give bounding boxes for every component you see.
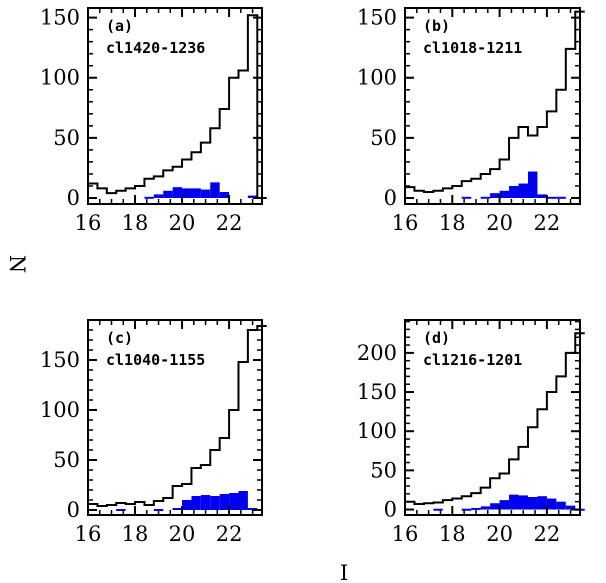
panel-c: 16 18 20 22 0 50 100 150 (c) cl1040-1155 bbox=[40, 319, 267, 546]
cluster-name: cl1040-1155 bbox=[106, 351, 205, 369]
cluster-name: cl1420-1236 bbox=[106, 39, 205, 57]
y-tick-label: 150 bbox=[40, 348, 80, 372]
selected-bar bbox=[499, 500, 510, 510]
y-tick-label: 0 bbox=[384, 186, 397, 210]
selected-bar bbox=[210, 496, 220, 510]
selected-bar bbox=[537, 194, 547, 198]
selected-bar bbox=[461, 508, 472, 511]
y-tick-label: 50 bbox=[370, 458, 397, 482]
selected-bar bbox=[518, 495, 528, 510]
x-tick-label: 18 bbox=[439, 211, 466, 235]
x-tick-label: 16 bbox=[392, 522, 419, 546]
x-tick-label: 16 bbox=[75, 211, 102, 235]
x-tick-label: 16 bbox=[75, 522, 102, 546]
x-tick-label: 18 bbox=[122, 522, 149, 546]
y-tick-label: 50 bbox=[53, 126, 80, 150]
x-tick-label: 20 bbox=[486, 211, 513, 235]
selected-bar bbox=[182, 188, 192, 198]
panel-tag: (b) bbox=[423, 17, 450, 35]
selected-bar bbox=[461, 196, 472, 199]
x-tick-label: 22 bbox=[216, 211, 243, 235]
selected-bar bbox=[219, 494, 230, 510]
selected-bar bbox=[471, 507, 481, 510]
y-tick-label: 100 bbox=[357, 419, 397, 443]
selected-bar bbox=[172, 187, 183, 198]
panel-b: 16 18 20 22 0 50 100 150 (b) cl1018-1211 bbox=[357, 6, 585, 235]
panel-tag: (d) bbox=[423, 329, 450, 347]
total-step-line bbox=[88, 14, 267, 199]
y-tick-label: 100 bbox=[357, 66, 397, 90]
selected-bar bbox=[518, 183, 528, 198]
selected-bar bbox=[210, 182, 220, 198]
y-tick-label: 100 bbox=[40, 398, 80, 422]
selected-bar bbox=[537, 496, 547, 510]
cluster-name: cl1216-1201 bbox=[423, 351, 522, 369]
y-tick-label: 150 bbox=[40, 6, 80, 30]
selected-bar bbox=[191, 188, 201, 198]
x-tick-label: 18 bbox=[439, 522, 466, 546]
selected-bar bbox=[200, 189, 211, 198]
total-step-line bbox=[88, 325, 267, 507]
x-tick-label: 18 bbox=[122, 211, 149, 235]
x-tick-label: 22 bbox=[534, 211, 561, 235]
y-tick-label: 150 bbox=[357, 6, 397, 30]
selected-bar bbox=[480, 196, 491, 199]
selected-bar bbox=[499, 190, 510, 198]
selected-bar bbox=[433, 508, 443, 511]
y-tick-label: 0 bbox=[384, 498, 397, 522]
selected-bar bbox=[509, 494, 519, 510]
selected-bar bbox=[490, 503, 500, 510]
panel-tag: (c) bbox=[106, 329, 133, 347]
selected-bar bbox=[546, 498, 557, 510]
selected-bar bbox=[182, 500, 192, 510]
selected-bar bbox=[527, 171, 538, 198]
y-tick-label: 200 bbox=[357, 341, 397, 365]
y-tick-label: 0 bbox=[67, 498, 80, 522]
selected-bar bbox=[229, 493, 239, 510]
selected-bar bbox=[153, 194, 164, 198]
selected-bar bbox=[172, 508, 183, 510]
selected-bar bbox=[200, 495, 211, 510]
x-tick-label: 16 bbox=[392, 211, 419, 235]
selected-bar bbox=[546, 196, 557, 199]
selected-bar bbox=[509, 185, 519, 198]
y-axis-label: N bbox=[5, 255, 29, 273]
x-tick-label: 20 bbox=[486, 522, 513, 546]
selected-bar bbox=[191, 496, 201, 510]
y-tick-label: 0 bbox=[67, 186, 80, 210]
x-tick-label: 20 bbox=[169, 522, 196, 546]
plot-frame bbox=[404, 7, 581, 205]
panel-d: 16 18 20 22 0 50 100 150 200 (d) cl1216-1201 bbox=[357, 319, 585, 546]
selected-bar bbox=[556, 196, 566, 199]
selected-bar bbox=[490, 193, 500, 198]
plot-frame bbox=[87, 7, 263, 205]
selected-bar bbox=[116, 509, 126, 511]
panel-a: 16 18 20 22 0 50 100 150 (a) cl1420-1236 bbox=[40, 6, 267, 235]
y-tick-label: 100 bbox=[40, 66, 80, 90]
selected-bar bbox=[163, 190, 173, 198]
selected-bar bbox=[527, 496, 538, 510]
plot-frame bbox=[404, 319, 581, 516]
selected-bar bbox=[480, 506, 491, 510]
x-axis-label: I bbox=[340, 561, 348, 583]
x-tick-label: 22 bbox=[216, 522, 243, 546]
total-step-line bbox=[405, 10, 585, 193]
selected-bar bbox=[565, 505, 576, 510]
y-tick-label: 150 bbox=[357, 380, 397, 404]
x-tick-label: 22 bbox=[534, 522, 561, 546]
selected-bar bbox=[556, 501, 566, 510]
selected-bar bbox=[144, 196, 154, 199]
panel-tag: (a) bbox=[106, 17, 133, 35]
total-step-line bbox=[405, 332, 585, 506]
y-tick-label: 50 bbox=[370, 126, 397, 150]
selected-bar bbox=[247, 195, 258, 198]
selected-bar bbox=[219, 191, 230, 198]
selected-bar bbox=[247, 508, 258, 510]
y-tick-label: 50 bbox=[53, 448, 80, 472]
x-tick-label: 20 bbox=[169, 211, 196, 235]
selected-bar bbox=[238, 491, 248, 510]
cluster-name: cl1018-1211 bbox=[423, 39, 522, 57]
plot-frame bbox=[87, 319, 263, 516]
